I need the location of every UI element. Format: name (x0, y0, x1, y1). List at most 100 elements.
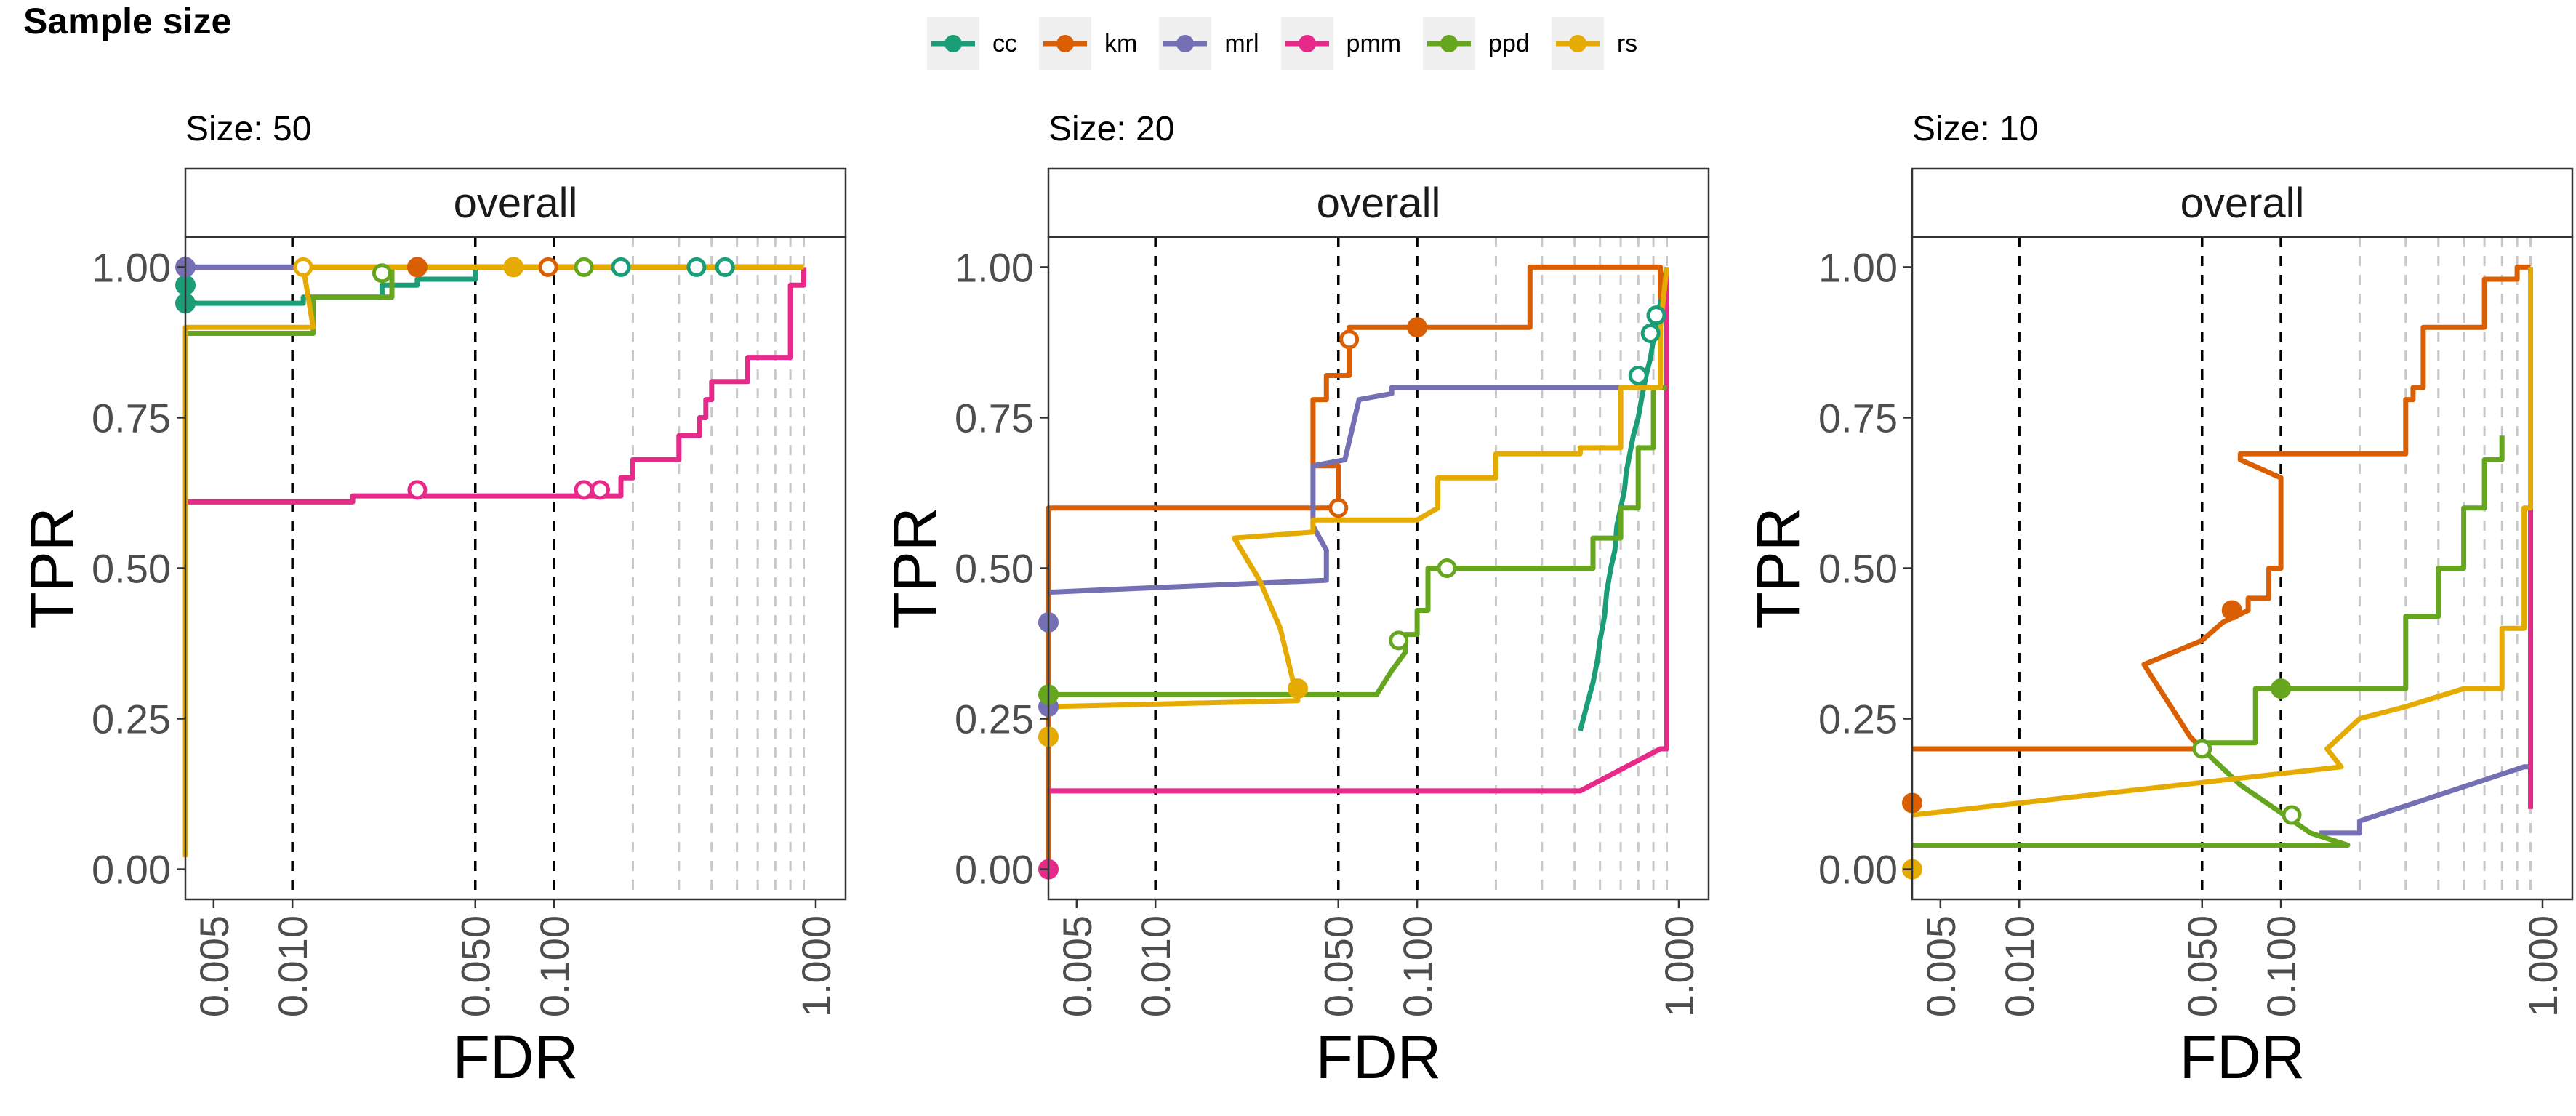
legend-item-pmm: pmm (1280, 17, 1402, 70)
point-km (1407, 317, 1428, 338)
point-km (1328, 498, 1349, 518)
facet-strip (1911, 167, 2574, 238)
point-pmm (407, 480, 428, 500)
series-line-km (1046, 264, 1669, 870)
series-line-ppd (1912, 435, 2505, 848)
panel-2: Size: 20 overall 0.00 0.25 0.50 0.75 1.00 0.005… (880, 110, 1710, 1091)
y-tick-label: 1.00 (92, 244, 171, 290)
point-cc (715, 257, 735, 277)
point-ppd (2271, 678, 2292, 699)
point-rs (1287, 678, 1308, 699)
legend: cc km mrl pmm ppd rs (927, 17, 1659, 70)
panel-1: Size: 50 overall 0.00 0.25 0.50 0.75 1.00 0.005… (17, 110, 847, 1091)
legend-key-km (1039, 17, 1091, 70)
x-tick-label: 1.000 (1656, 915, 1702, 1017)
facet-strip (184, 167, 847, 238)
x-tick-label: 0.005 (191, 915, 237, 1017)
x-tick-label: 0.100 (2258, 915, 2304, 1017)
y-axis-label: TPR (880, 507, 949, 630)
x-axis-label: FDR (1316, 1023, 1442, 1091)
series-line-rs (1048, 267, 1669, 710)
y-tick-label: 0.25 (92, 697, 171, 742)
point-cc (1646, 305, 1666, 326)
x-axis-label: FDR (2180, 1023, 2306, 1091)
point-ppd (1389, 630, 1409, 651)
point-ppd (2282, 805, 2302, 825)
point-cc (611, 257, 631, 277)
panel-title: Size: 20 (1048, 110, 1174, 148)
point-cc (1640, 324, 1661, 344)
point-cc (686, 257, 707, 277)
y-tick-label: 0.25 (1818, 697, 1898, 742)
y-tick-label: 0.75 (92, 395, 171, 441)
point-pmm (574, 480, 594, 500)
x-tick-label: 0.005 (1918, 915, 1964, 1017)
y-tick-label: 0.25 (955, 697, 1034, 742)
legend-key-ppd (1423, 17, 1476, 70)
legend-key-rs (1551, 17, 1604, 70)
point-rs (503, 257, 524, 278)
figure-title: Sample size (23, 1, 232, 41)
legend-label-pmm: pmm (1346, 29, 1402, 57)
series-line-km (1912, 264, 2531, 752)
panel-title: Size: 50 (185, 110, 311, 148)
legend-label-ppd: ppd (1488, 29, 1530, 57)
x-tick-label: 0.100 (531, 915, 577, 1017)
x-tick-label: 0.005 (1054, 915, 1100, 1017)
point-ppd (1437, 558, 1457, 578)
point-km (1339, 329, 1360, 350)
series-line-mrl (1048, 327, 1664, 595)
x-tick-label: 1.000 (793, 915, 839, 1017)
y-tick-label: 0.75 (1818, 395, 1898, 441)
y-tick-label: 0.50 (1818, 546, 1898, 592)
panel-3: Size: 10 overall 0.00 0.25 0.50 0.75 1.00 0.005… (1744, 110, 2574, 1091)
y-tick-label: 0.00 (1818, 847, 1898, 893)
legend-key-mrl (1159, 17, 1212, 70)
facet-strip-label: overall (454, 180, 578, 227)
y-tick-label: 1.00 (955, 244, 1034, 290)
point-pmm (590, 480, 610, 500)
point-cc (1628, 365, 1648, 385)
series-line-rs (1911, 267, 2533, 818)
legend-label-km: km (1104, 29, 1138, 57)
panel-border (1911, 236, 2574, 901)
point-ppd (2192, 739, 2212, 759)
x-tick-label: 0.100 (1395, 915, 1440, 1017)
series-line-cc (185, 264, 804, 306)
y-tick-label: 0.50 (92, 546, 171, 592)
y-axis-label: TPR (17, 507, 86, 630)
series-line-pmm (1048, 267, 1669, 794)
x-tick-label: 0.010 (1997, 915, 2042, 1017)
x-tick-label: 0.050 (453, 915, 499, 1017)
legend-key-pmm (1280, 17, 1333, 70)
facet-strip-label: overall (1317, 180, 1441, 227)
y-tick-label: 0.75 (955, 395, 1034, 441)
panel-border (184, 236, 847, 901)
legend-item-mrl: mrl (1159, 17, 1259, 70)
x-axis-label: FDR (453, 1023, 579, 1091)
x-tick-label: 1.000 (2520, 915, 2566, 1017)
x-tick-label: 0.010 (270, 915, 316, 1017)
legend-item-ppd: ppd (1423, 17, 1530, 70)
legend-label-mrl: mrl (1224, 29, 1259, 57)
legend-item-cc: cc (927, 17, 1017, 70)
facet-strip-label: overall (2180, 180, 2305, 227)
point-ppd (372, 263, 392, 284)
point-km (2221, 600, 2242, 621)
point-km (538, 257, 558, 277)
legend-key-cc (927, 17, 979, 70)
y-axis-label: TPR (1744, 507, 1813, 630)
x-tick-label: 0.010 (1133, 915, 1179, 1017)
point-ppd (574, 257, 594, 277)
legend-label-cc: cc (992, 29, 1017, 57)
legend-item-km: km (1039, 17, 1137, 70)
y-tick-label: 1.00 (1818, 244, 1898, 290)
x-tick-label: 0.050 (2180, 915, 2226, 1017)
x-tick-label: 0.050 (1316, 915, 1362, 1017)
panel-title: Size: 10 (1912, 110, 2038, 148)
point-km (406, 257, 428, 278)
legend-item-rs: rs (1551, 17, 1637, 70)
facet-strip (1047, 167, 1710, 238)
point-rs (293, 257, 313, 277)
